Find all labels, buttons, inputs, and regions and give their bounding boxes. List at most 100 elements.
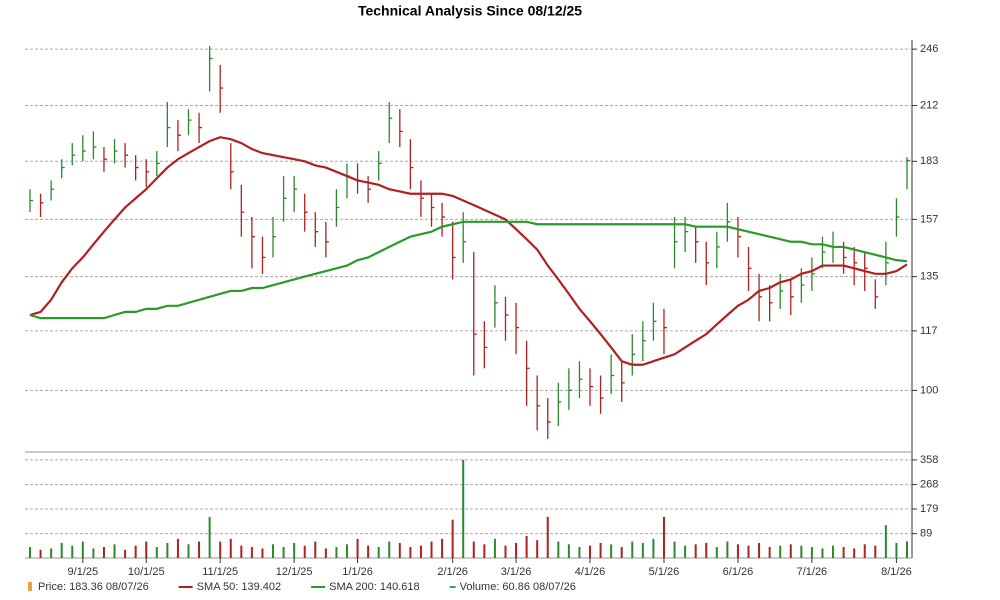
y-tick-label: 89 <box>920 528 932 540</box>
volume-bar <box>176 538 179 558</box>
y-tick-label: 135 <box>920 271 938 283</box>
volume-bar <box>810 547 813 558</box>
volume-bar <box>747 545 750 558</box>
legend-swatch <box>28 582 32 591</box>
volume-bar <box>29 547 31 558</box>
volume-bar <box>515 542 518 558</box>
volume-bar <box>779 545 782 558</box>
volume-bar <box>726 541 729 558</box>
volume-bar <box>409 547 412 558</box>
volume-bar <box>662 516 665 558</box>
volume-bar <box>589 545 592 558</box>
legend-label: Volume: 60.86 08/07/26 <box>460 581 576 593</box>
volume-bar <box>705 542 708 558</box>
volume-bar <box>536 540 539 558</box>
volume-bar <box>610 544 613 558</box>
x-tick-label: 10/1/25 <box>128 566 165 578</box>
volume-bar <box>472 541 475 558</box>
legend-label: SMA 50: 139.402 <box>197 581 281 593</box>
volume-bar <box>81 541 84 558</box>
volume-bar <box>71 545 74 558</box>
volume-bar <box>113 544 116 558</box>
volume-bar <box>462 459 465 558</box>
volume-bar <box>250 547 253 558</box>
volume-bar <box>92 548 95 558</box>
chart-title: Technical Analysis Since 08/12/25 <box>358 3 582 19</box>
volume-bar <box>641 542 644 558</box>
volume-bar <box>832 545 835 558</box>
x-tick-label: 2/1/26 <box>437 566 468 578</box>
volume-bar <box>451 519 454 558</box>
volume-bar <box>694 544 697 558</box>
volume-bar <box>39 549 42 558</box>
volume-bar <box>906 541 908 558</box>
volume-bar <box>356 538 359 558</box>
volume-bar <box>631 541 634 558</box>
y-tick-label: 100 <box>920 384 938 396</box>
y-tick-label: 358 <box>920 454 938 466</box>
x-tick-label: 6/1/26 <box>723 566 754 578</box>
volume-bar <box>441 538 444 558</box>
y-tick-label: 268 <box>920 478 938 490</box>
volume-bar <box>293 542 296 558</box>
volume-bar <box>800 545 803 558</box>
volume-bar <box>789 544 792 558</box>
volume-bar <box>198 541 201 558</box>
volume-bar <box>758 542 761 558</box>
volume-bar <box>504 545 507 558</box>
sma-line <box>29 136 908 366</box>
volume-bar <box>155 547 158 558</box>
y-tick-label: 212 <box>920 99 938 111</box>
volume-bar <box>219 541 222 558</box>
volume-bar <box>282 547 285 558</box>
volume-bar <box>652 538 655 558</box>
volume-bar <box>853 548 856 558</box>
x-tick-label: 4/1/26 <box>575 566 606 578</box>
volume-bar <box>557 541 560 558</box>
volume-bar <box>60 542 63 558</box>
x-tick-label: 3/1/26 <box>501 566 532 578</box>
x-tick-label: 9/1/25 <box>68 566 99 578</box>
x-tick-label: 5/1/26 <box>649 566 680 578</box>
volume-bar <box>335 547 338 558</box>
volume-bar <box>525 536 528 558</box>
volume-bar <box>736 544 739 558</box>
volume-bar <box>187 544 190 558</box>
legend-label: Price: 183.36 08/07/26 <box>38 581 149 593</box>
x-tick-label: 7/1/26 <box>797 566 828 578</box>
y-tick-label: 183 <box>920 155 938 167</box>
volume-bar <box>145 541 148 558</box>
volume-bar <box>768 547 771 558</box>
volume-bar <box>483 544 486 558</box>
volume-bar <box>134 545 137 558</box>
volume-bar <box>599 542 602 558</box>
volume-bar <box>567 544 570 558</box>
volume-bar <box>240 545 243 558</box>
legend-label: SMA 200: 140.618 <box>329 581 420 593</box>
x-tick-label: 1/1/26 <box>342 566 373 578</box>
volume-bar <box>166 542 169 558</box>
volume-bar <box>715 547 718 558</box>
volume-bar <box>261 548 264 558</box>
volume-bar <box>684 545 687 558</box>
volume-bar <box>884 525 887 558</box>
y-tick-label: 157 <box>920 213 938 225</box>
volume-bar <box>314 541 317 558</box>
volume-bar <box>430 541 433 558</box>
volume-bar <box>124 549 127 558</box>
volume-bar <box>874 545 877 558</box>
volume-bar <box>229 538 232 558</box>
volume-bar <box>842 547 845 558</box>
volume-bar <box>208 516 211 558</box>
volume-bar <box>673 541 676 558</box>
volume-bar <box>272 544 275 558</box>
y-tick-label: 179 <box>920 503 938 515</box>
volume-bar <box>578 547 581 558</box>
volume-bar <box>398 542 401 558</box>
volume-bar <box>821 548 824 558</box>
y-tick-label: 246 <box>920 43 938 55</box>
volume-bar <box>863 544 866 558</box>
